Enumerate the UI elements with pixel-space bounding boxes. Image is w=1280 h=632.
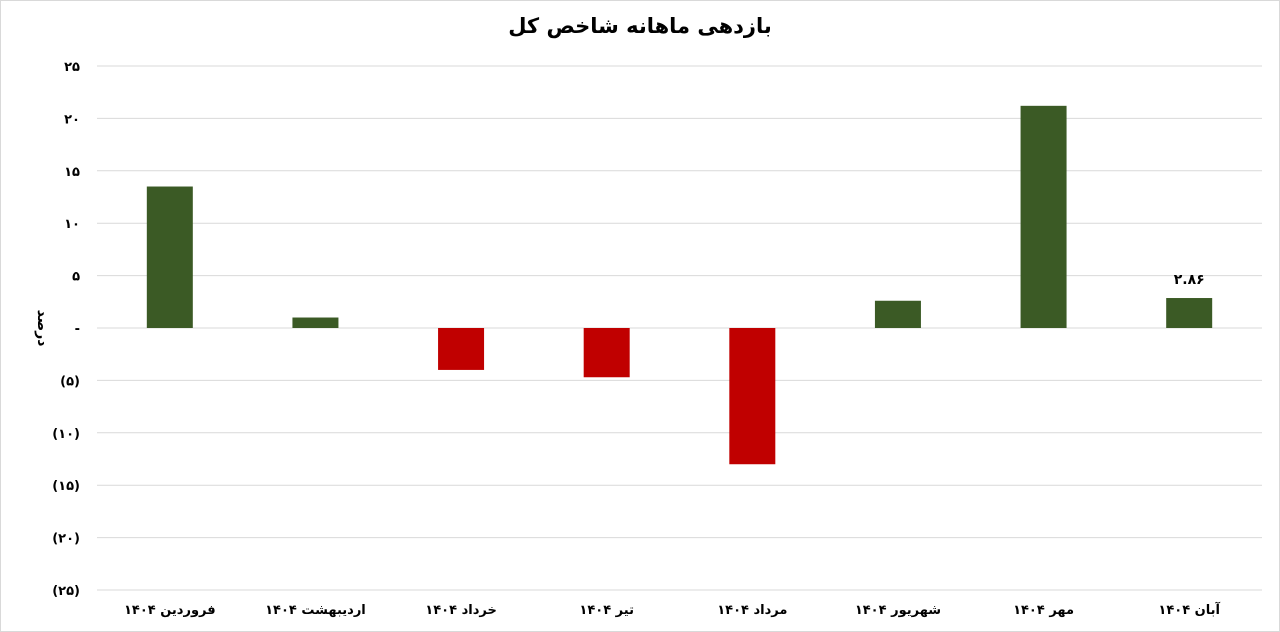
category-label: آبان ۱۴۰۴ (1158, 601, 1220, 618)
y-tick-label: (۵) (60, 374, 80, 389)
category-label: مهر ۱۴۰۴ (1013, 603, 1074, 618)
data-labels: ۲.۸۶ (1174, 272, 1205, 288)
bars (146, 105, 1213, 465)
category-label: فروردین ۱۴۰۴ (124, 603, 216, 618)
category-label: مرداد ۱۴۰۴ (717, 603, 787, 618)
category-label: شهریور ۱۴۰۴ (855, 603, 941, 618)
bar (583, 328, 630, 378)
y-tick-label: ۱۵ (64, 165, 80, 180)
y-tick-labels: ۲۵ ۲۰ ۱۵ ۱۰ ۵ - (۵) (۱۰) (۱۵) (۲۰) (۲۵) (52, 60, 80, 599)
category-label: خرداد ۱۴۰۴ (425, 603, 497, 618)
bar (1166, 298, 1213, 328)
category-label: تیر ۱۴۰۴ (579, 603, 634, 618)
y-tick-label: ۲۵ (64, 60, 80, 75)
category-labels: فروردین ۱۴۰۴ اردیبهشت ۱۴۰۴ خرداد ۱۴۰۴ تیر ۱… (124, 601, 1221, 618)
y-tick-label: ۱۰ (64, 217, 80, 232)
bar (874, 300, 921, 328)
y-tick-label: - (75, 322, 80, 337)
bar (729, 328, 776, 465)
y-tick-label: (۲۰) (52, 532, 80, 547)
bar (292, 317, 339, 328)
gridlines (97, 65, 1262, 591)
y-tick-label: (۲۵) (52, 584, 80, 599)
y-tick-label: ۵ (72, 270, 80, 285)
y-tick-label: ۲۰ (64, 112, 80, 127)
y-axis-title: درصد (34, 310, 50, 347)
bar (1020, 105, 1067, 328)
y-tick-label: (۱۵) (52, 479, 80, 494)
data-label: ۲.۸۶ (1174, 272, 1205, 288)
chart-title: بازدهی ماهانه شاخص کل (508, 14, 772, 38)
category-label: اردیبهشت ۱۴۰۴ (265, 603, 366, 618)
bar (146, 186, 193, 328)
bar (438, 328, 485, 370)
y-tick-label: (۱۰) (52, 427, 80, 442)
